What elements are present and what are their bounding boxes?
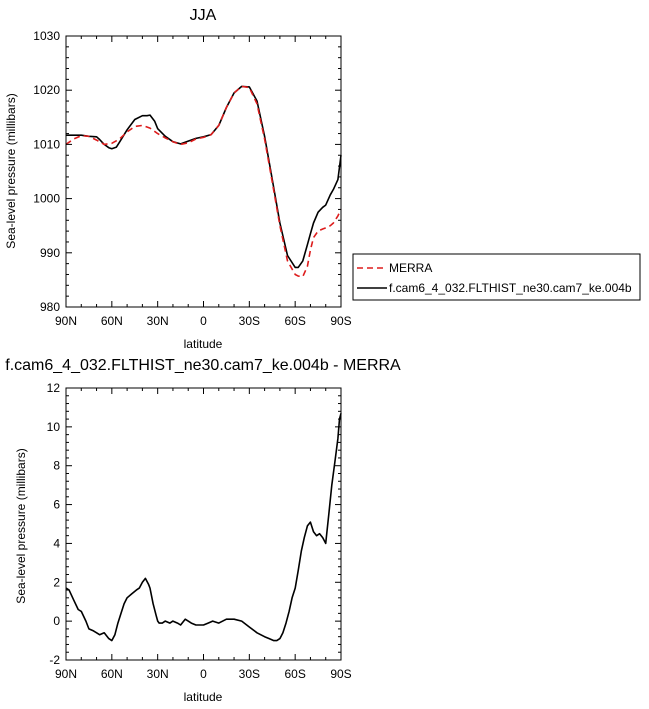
bottom-x-tick-label: 90S xyxy=(330,667,351,681)
legend-box xyxy=(352,253,641,301)
top-y-tick-label: 1000 xyxy=(33,192,60,206)
bottom-x-tick-label: 90N xyxy=(55,667,77,681)
bottom-y-tick-label: 4 xyxy=(53,536,60,550)
legend-label-merra: MERRA xyxy=(389,261,432,275)
top-y-tick-label: 990 xyxy=(40,246,60,260)
top-x-tick-label: 30N xyxy=(147,314,169,328)
top-y-tick-label: 1030 xyxy=(33,29,60,43)
top-chart-title: JJA xyxy=(190,7,217,24)
bottom-x-tick-label: 30N xyxy=(147,667,169,681)
top-y-tick-label: 980 xyxy=(40,300,60,314)
bottom-y-tick-label: 0 xyxy=(53,614,60,628)
bottom-x-tick-label: 0 xyxy=(200,667,207,681)
top-y-axis-label: Sea-level pressure (millibars) xyxy=(4,93,18,248)
top-x-tick-label: 90N xyxy=(55,314,77,328)
legend: MERRA f.cam6_4_032.FLTHIST_ne30.cam7_ke.… xyxy=(352,253,641,301)
bottom-x-tick-label: 60S xyxy=(284,667,305,681)
bottom-x-axis-label: latitude xyxy=(184,690,223,704)
top-x-axis-label: latitude xyxy=(184,337,223,351)
top-panel: JJA Sea-level pressure (millibars) latit… xyxy=(4,7,352,351)
top-x-tick-label: 60N xyxy=(101,314,123,328)
bottom-y-tick-label: 6 xyxy=(53,498,60,512)
bottom-x-tick-label: 30S xyxy=(239,667,260,681)
bottom-y-tick-label: 10 xyxy=(47,420,61,434)
top-y-tick-label: 1020 xyxy=(33,83,60,97)
bottom-plot-frame xyxy=(65,387,342,661)
bottom-y-tick-label: -2 xyxy=(49,653,60,667)
bottom-y-axis-label: Sea-level pressure (millibars) xyxy=(14,448,28,603)
bottom-x-tick-label: 60N xyxy=(101,667,123,681)
legend-label-model: f.cam6_4_032.FLTHIST_ne30.cam7_ke.004b xyxy=(389,281,632,295)
bottom-series-line-difference xyxy=(65,413,342,642)
top-x-tick-label: 60S xyxy=(284,314,305,328)
bottom-y-tick-label: 2 xyxy=(53,575,60,589)
top-x-tick-label: 90S xyxy=(330,314,351,328)
top-series-line-f-cam6-4-032-flthist-ne30-cam7-ke-004b xyxy=(66,85,342,269)
bottom-y-tick-label: 12 xyxy=(47,381,61,395)
bottom-chart-title: f.cam6_4_032.FLTHIST_ne30.cam7_ke.004b -… xyxy=(5,357,401,374)
bottom-panel: f.cam6_4_032.FLTHIST_ne30.cam7_ke.004b -… xyxy=(5,357,401,704)
bottom-y-tick-label: 8 xyxy=(53,459,60,473)
top-y-tick-label: 1010 xyxy=(33,137,60,151)
top-x-tick-label: 30S xyxy=(239,314,260,328)
top-series-line-merra xyxy=(65,85,342,278)
top-x-tick-label: 0 xyxy=(200,314,207,328)
